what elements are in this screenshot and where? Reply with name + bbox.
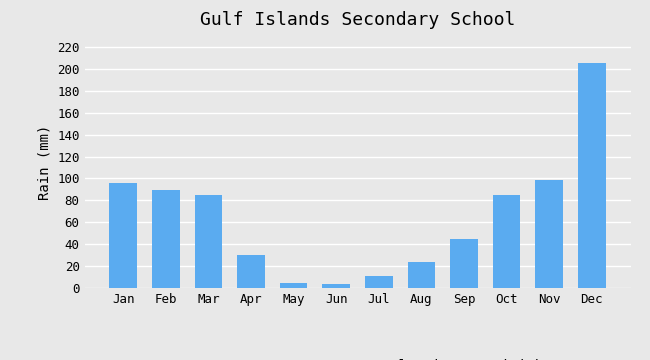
X-axis label: Total Rain Recorded in 2015: Total Rain Recorded in 2015 bbox=[365, 359, 591, 360]
Bar bbox=[450, 239, 478, 288]
Bar bbox=[194, 195, 222, 288]
Bar bbox=[493, 195, 521, 288]
Bar bbox=[109, 183, 137, 288]
Y-axis label: Rain (mm): Rain (mm) bbox=[38, 124, 51, 200]
Bar bbox=[536, 180, 563, 288]
Bar bbox=[152, 190, 179, 288]
Title: Gulf Islands Secondary School: Gulf Islands Secondary School bbox=[200, 11, 515, 29]
Bar bbox=[322, 284, 350, 288]
Bar bbox=[408, 262, 436, 288]
Bar bbox=[365, 276, 393, 288]
Bar bbox=[578, 63, 606, 288]
Bar bbox=[280, 283, 307, 288]
Bar bbox=[237, 255, 265, 288]
